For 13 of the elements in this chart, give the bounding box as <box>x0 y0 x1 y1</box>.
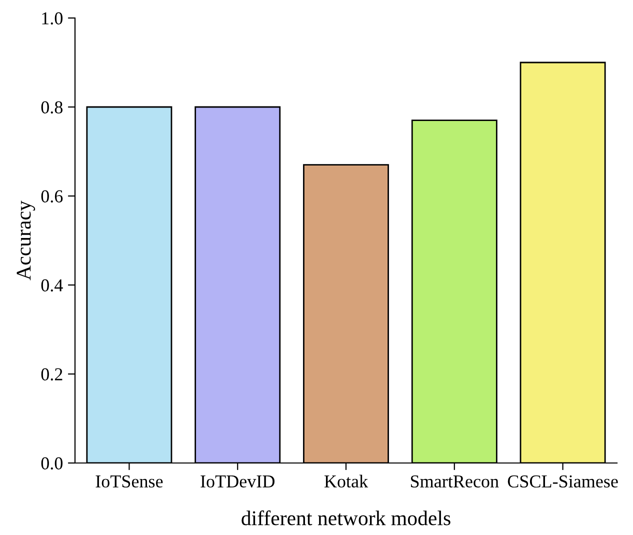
y-tick-label: 0.0 <box>41 457 63 470</box>
x-tick-label: Kotak <box>324 474 368 488</box>
x-tick-label: IoTDevID <box>200 476 274 488</box>
x-tick-label: CSCL-Siamese <box>508 475 618 488</box>
y-tick-label: 1.0 <box>42 12 63 25</box>
x-axis-title: different network models <box>242 510 450 526</box>
y-tick-label: 0.8 <box>41 101 63 114</box>
y-tick-label: 0.6 <box>41 190 63 203</box>
y-axis-title: Accuracy <box>16 200 36 280</box>
y-tick-label: 0.4 <box>41 279 63 292</box>
y-tick-label: 0.2 <box>41 368 62 381</box>
x-tick-label: SmartRecon <box>410 475 499 488</box>
x-tick-label: IoTSense <box>96 475 163 488</box>
